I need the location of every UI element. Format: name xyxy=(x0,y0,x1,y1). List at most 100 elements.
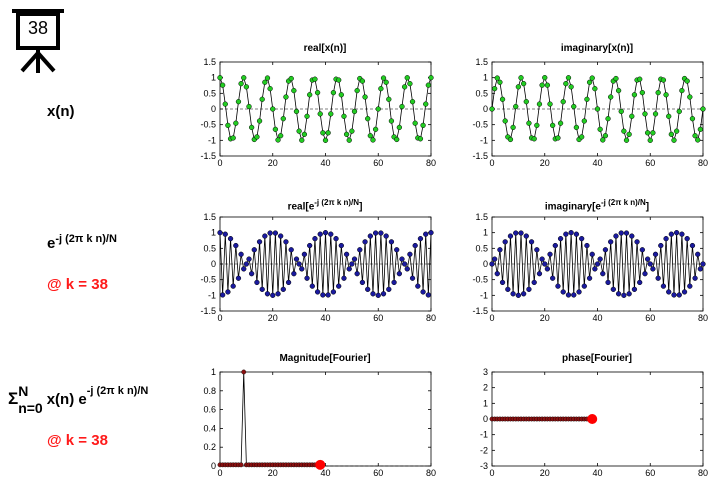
x-tick-label: 60 xyxy=(645,468,655,478)
data-point xyxy=(700,261,706,267)
data-point xyxy=(235,99,242,105)
y-tick-label: -1.5 xyxy=(200,151,216,161)
data-point xyxy=(283,94,289,100)
data-point xyxy=(666,113,672,119)
data-point xyxy=(608,94,614,100)
data-point xyxy=(526,120,532,126)
data-point xyxy=(254,279,260,286)
data-point xyxy=(502,118,508,124)
data-point xyxy=(227,236,234,242)
data-point xyxy=(219,82,226,88)
data-point xyxy=(280,286,286,292)
data-point xyxy=(531,136,537,142)
data-point xyxy=(592,86,598,92)
data-point xyxy=(626,291,632,297)
data-point xyxy=(317,231,323,237)
data-point xyxy=(409,99,416,105)
data-point xyxy=(505,286,511,292)
data-point xyxy=(507,136,514,143)
data-point xyxy=(544,266,551,272)
data-point xyxy=(219,292,226,298)
chart-imag-basis: 0 20 40 60 80 1.5 1 0.5 0 -0.5 -1 -1.5 xyxy=(472,213,708,323)
data-point xyxy=(555,283,561,289)
data-point xyxy=(652,251,659,257)
data-point xyxy=(399,256,405,262)
data-point xyxy=(249,271,255,277)
y-tick-label: 0.4 xyxy=(203,423,216,433)
y-tick-label: 0.5 xyxy=(203,88,216,98)
slide-number-icon: 38 xyxy=(8,5,68,75)
data-point xyxy=(681,289,688,295)
data-point xyxy=(325,130,331,136)
slide-number: 38 xyxy=(27,18,49,38)
data-point xyxy=(521,291,527,297)
data-point xyxy=(251,247,257,253)
data-point xyxy=(676,292,682,298)
data-point xyxy=(592,266,598,272)
data-point xyxy=(407,81,413,87)
data-point xyxy=(336,77,342,83)
data-point xyxy=(576,289,582,295)
data-point xyxy=(357,247,363,253)
y-tick-label: 1.5 xyxy=(475,58,488,67)
data-point xyxy=(246,256,252,262)
data-point xyxy=(378,230,384,236)
data-point xyxy=(386,96,392,102)
data-point xyxy=(243,261,250,267)
x-tick-label: 0 xyxy=(489,313,494,323)
data-point xyxy=(278,133,284,139)
data-point xyxy=(293,256,300,262)
data-point xyxy=(388,118,395,124)
data-point xyxy=(629,233,635,239)
data-point xyxy=(502,239,508,245)
data-point xyxy=(338,92,344,98)
data-point xyxy=(684,78,690,84)
data-point xyxy=(571,292,577,298)
data-point xyxy=(296,261,302,267)
data-point xyxy=(673,128,680,134)
data-point xyxy=(602,247,609,253)
data-point xyxy=(671,292,677,298)
data-point xyxy=(362,239,368,245)
data-point xyxy=(605,279,611,286)
plot-title-imag-xn: imaginary[x(n)] xyxy=(560,43,634,54)
data-point xyxy=(515,84,522,90)
data-point xyxy=(650,130,656,136)
data-point xyxy=(499,96,506,102)
data-point xyxy=(613,233,619,239)
data-point xyxy=(256,239,263,245)
data-point xyxy=(491,86,498,92)
data-point xyxy=(417,236,424,242)
dft-sigma: Σ xyxy=(8,389,19,408)
data-point xyxy=(383,233,389,239)
data-point xyxy=(375,106,381,112)
x-tick-label: 60 xyxy=(373,158,383,168)
data-point xyxy=(666,289,672,295)
x-tick-label: 20 xyxy=(268,468,278,478)
x-tick-label: 0 xyxy=(217,468,222,478)
data-point xyxy=(573,124,580,131)
y-tick-label: 3 xyxy=(483,368,488,377)
data-point xyxy=(241,75,247,81)
data-point xyxy=(312,236,318,242)
data-point xyxy=(293,108,300,115)
data-point xyxy=(341,113,347,119)
data-point xyxy=(275,291,281,297)
data-point xyxy=(288,247,294,253)
dft-sup: N xyxy=(18,383,29,400)
data-point xyxy=(375,292,381,298)
data-point xyxy=(621,128,627,134)
current-k-marker xyxy=(315,459,326,470)
x-tick-label: 80 xyxy=(426,313,436,323)
data-point xyxy=(225,122,231,129)
data-point xyxy=(586,275,593,281)
data-point xyxy=(547,251,553,257)
plot-title-phase: phase[Fourier] xyxy=(561,353,632,364)
data-point xyxy=(689,242,696,249)
data-point xyxy=(283,239,289,245)
data-point xyxy=(225,289,231,295)
data-point xyxy=(642,111,648,117)
data-point xyxy=(320,292,326,298)
data-point xyxy=(275,137,281,143)
data-point xyxy=(222,101,228,107)
